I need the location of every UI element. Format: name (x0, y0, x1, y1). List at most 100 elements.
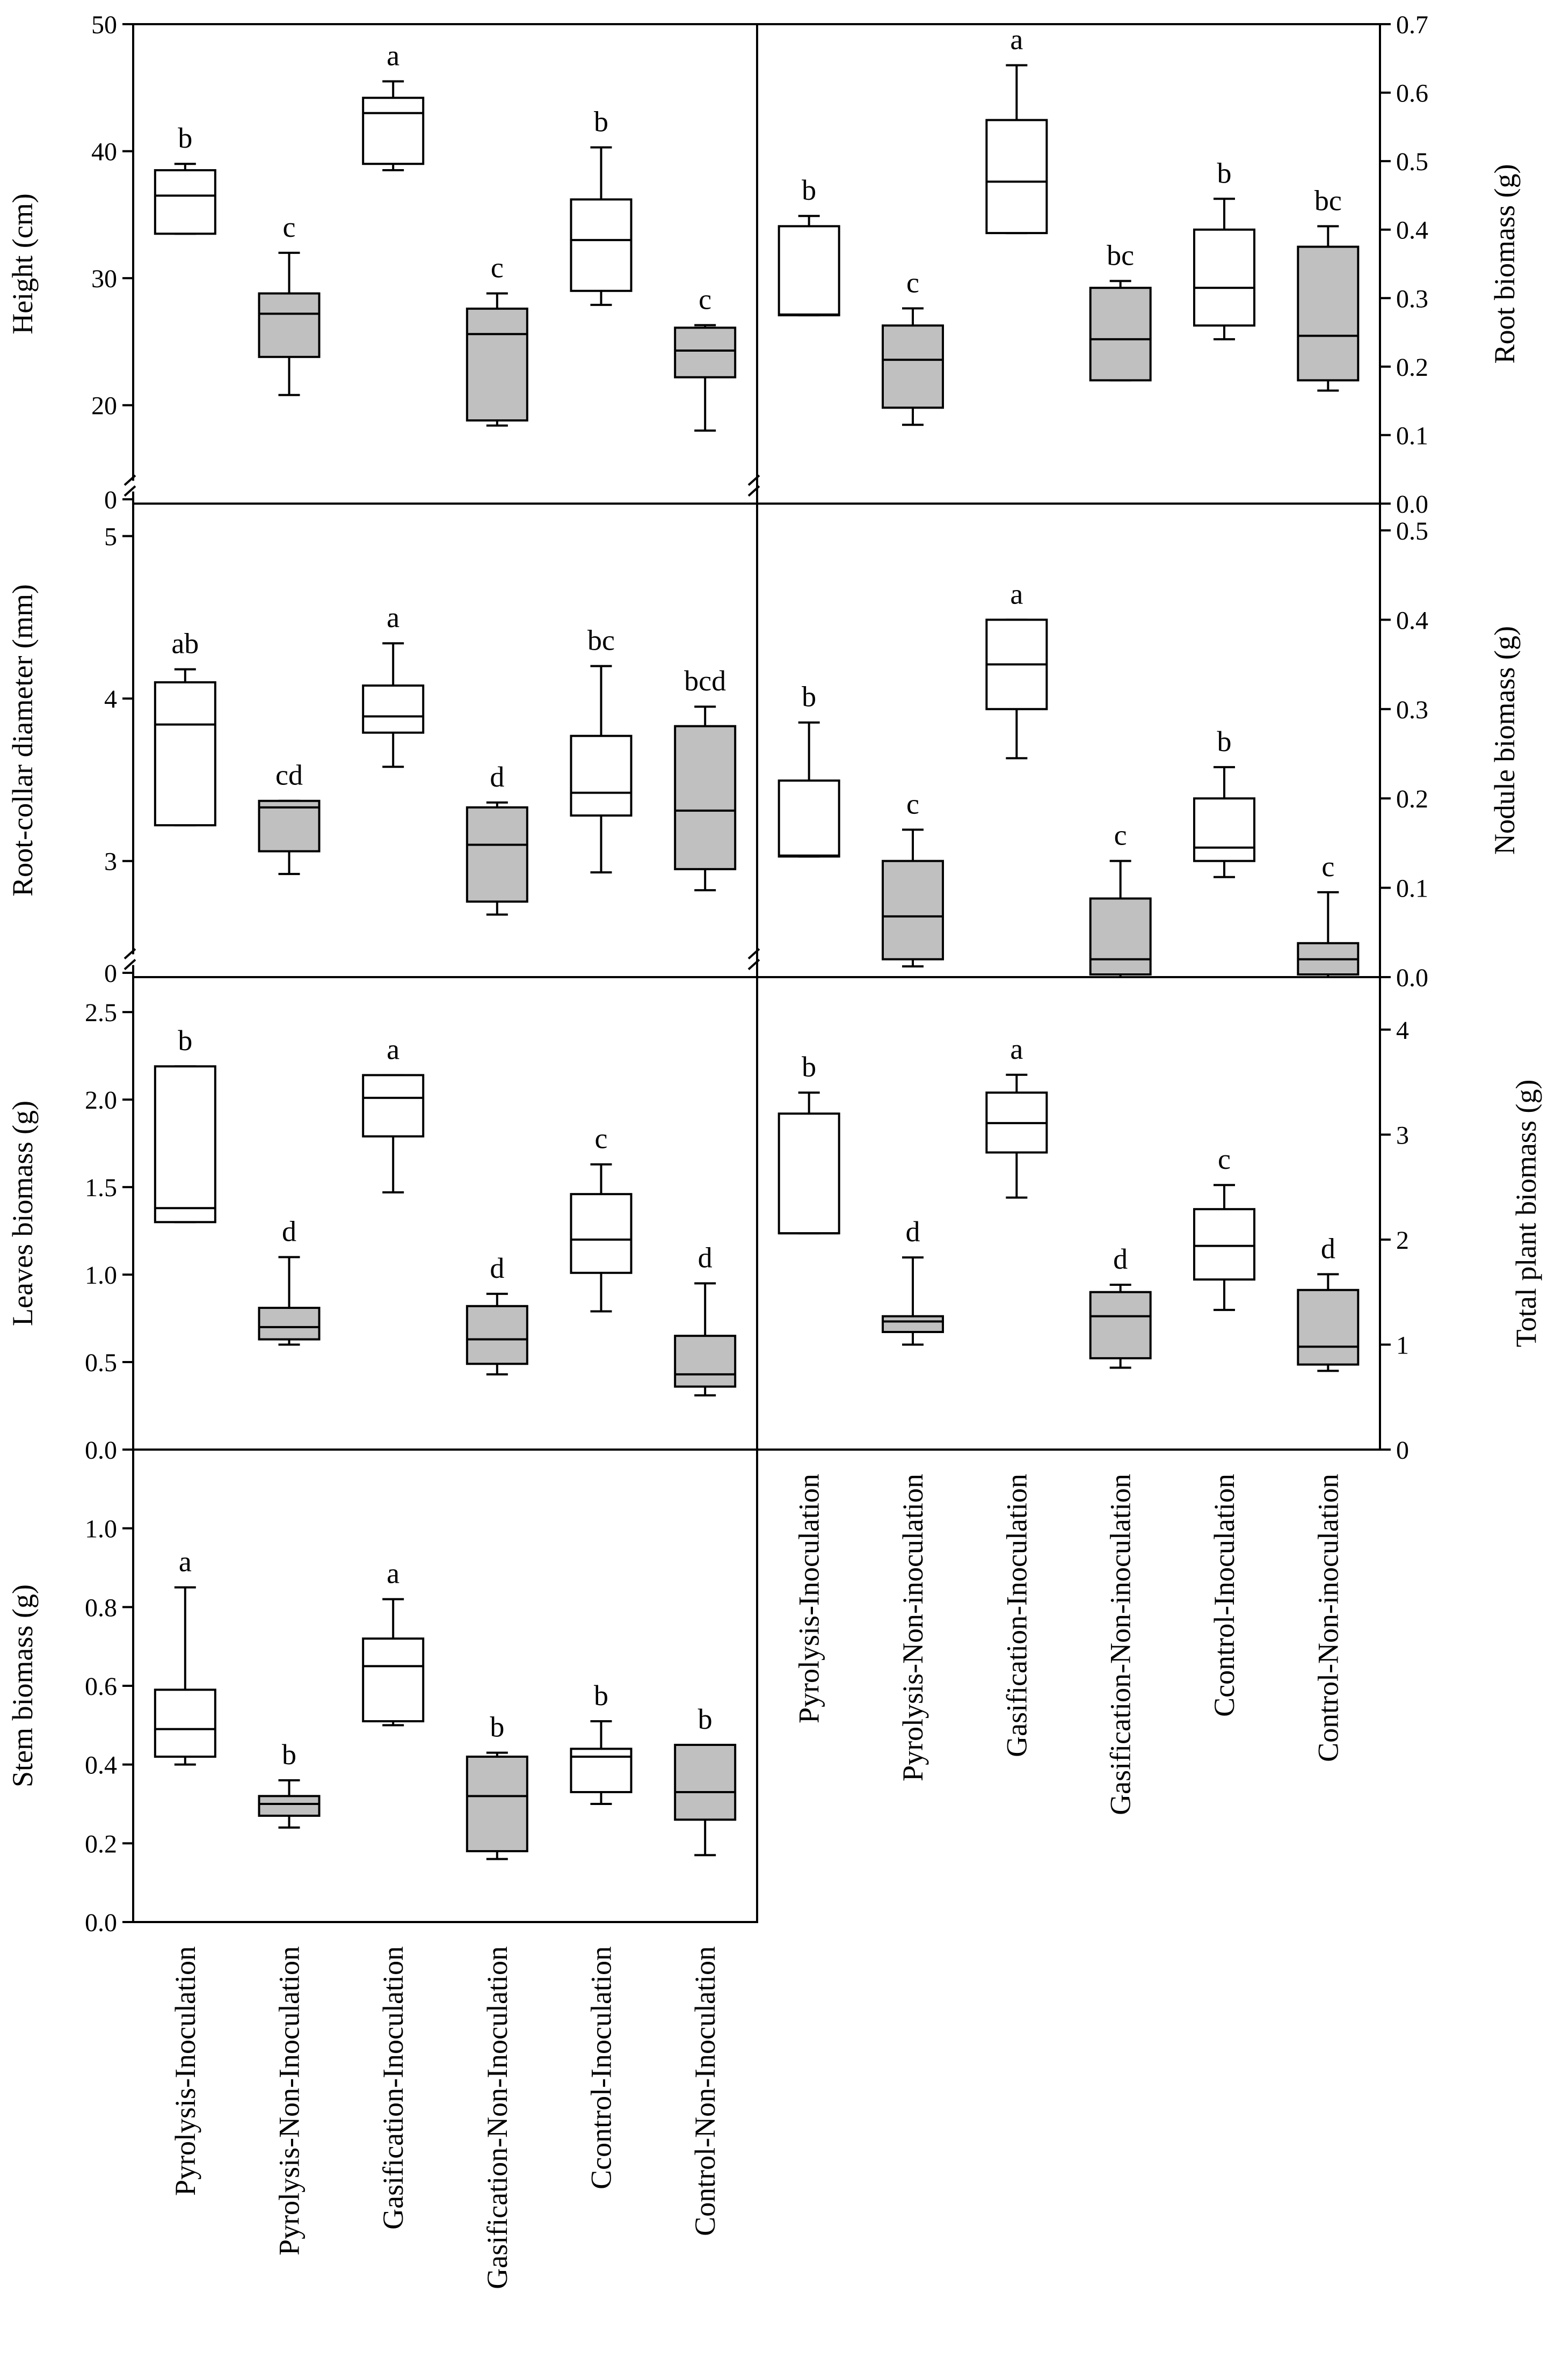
root-biomass-box-6: bc (1297, 184, 1360, 392)
significance-letter: c (491, 252, 504, 284)
iqr-box (362, 1074, 425, 1138)
category-label: Ccontrol-Inoculation (1208, 1474, 1240, 1717)
significance-letter: cd (275, 759, 303, 791)
iqr-box (778, 225, 840, 317)
leaves-biomass-tick-label: 1.0 (85, 1261, 117, 1290)
iqr-box (882, 1315, 944, 1333)
root-biomass-box-3: a (985, 24, 1048, 235)
root-collar-diameter-tick-label: 5 (104, 523, 117, 551)
iqr-box (882, 860, 944, 960)
iqr-box (674, 1744, 737, 1821)
significance-letter: b (802, 174, 816, 206)
total-plant-biomass-tick-label: 4 (1396, 1016, 1409, 1045)
height-tick-label: 20 (91, 392, 117, 420)
iqr-box (674, 725, 737, 870)
leaves-biomass-tick-label: 0.5 (85, 1349, 117, 1377)
significance-letter: d (490, 1252, 504, 1284)
category-label: Ccontrol-Inoculation (585, 1946, 617, 2189)
root-collar-diameter-box-2: cd (258, 759, 321, 875)
height-box-3: a (362, 39, 425, 172)
nodule-biomass-tick-label: 0.4 (1396, 606, 1428, 635)
stem-biomass-tick-label: 0.0 (85, 1909, 117, 1937)
root-collar-diameter-break-mark (123, 948, 136, 959)
nodule-biomass-tick-label: 0.2 (1396, 785, 1428, 813)
nodule-biomass-tick-label: 0.3 (1396, 696, 1428, 724)
leaves-biomass-axis-title: Leaves biomass (g) (6, 1101, 39, 1326)
total-plant-biomass-tick-label: 3 (1396, 1121, 1409, 1149)
height-box-5: b (570, 105, 633, 306)
root-biomass-panel: 0.0 0.1 0.2 0.3 0.4 0.5 0.6 0.7 Root biomass (g)… (756, 11, 1521, 519)
height-break-mark (123, 485, 136, 497)
iqr-box (882, 324, 944, 409)
root-collar-diameter-box-3: a (362, 601, 425, 768)
stem-biomass-axis-title: Stem biomass (g) (6, 1584, 39, 1787)
significance-letter: b (594, 1679, 608, 1712)
height-tick-label: 0 (104, 486, 117, 514)
category-label: Gasification-Inoculation (377, 1946, 409, 2230)
significance-letter: bc (1107, 239, 1134, 271)
significance-letter: b (698, 1703, 713, 1735)
category-label: Control-Non-Inoculation (689, 1946, 721, 2236)
leaves-biomass-box-5: c (570, 1123, 633, 1313)
height-box-1: b (154, 122, 216, 235)
nodule-biomass-box-4: c (1089, 819, 1152, 978)
iqr-box (1193, 797, 1255, 862)
significance-letter: d (906, 1216, 920, 1248)
significance-letter: c (906, 266, 919, 299)
stem-biomass-box-4: b (466, 1711, 528, 1860)
root-biomass-tick-label: 0.1 (1396, 421, 1428, 450)
iqr-box (778, 1112, 840, 1235)
significance-letter: c (1321, 850, 1334, 883)
significance-letter: b (1217, 725, 1232, 758)
root-biomass-tick-label: 0.7 (1396, 11, 1428, 39)
height-frame (132, 23, 758, 505)
total-plant-biomass-box-5: c (1193, 1143, 1255, 1311)
significance-letter: c (283, 211, 296, 243)
category-label: Pyrolysis-Inoculation (793, 1474, 825, 1723)
root-collar-diameter-box-4: d (466, 761, 528, 916)
iqr-box (570, 734, 633, 817)
significance-letter: d (282, 1215, 296, 1247)
iqr-box (1297, 1289, 1360, 1366)
iqr-box (778, 779, 840, 858)
root-collar-diameter-frame (132, 503, 758, 978)
significance-letter: a (179, 1546, 192, 1578)
significance-letter: b (178, 122, 192, 154)
leaves-biomass-frame (132, 976, 758, 1451)
height-tick-label: 30 (91, 265, 117, 293)
root-biomass-tick-label: 0.5 (1396, 148, 1428, 176)
total-plant-biomass-box-6: d (1297, 1232, 1360, 1372)
iqr-box (466, 307, 528, 422)
root-biomass-tick-label: 0.3 (1396, 285, 1428, 313)
iqr-box (466, 806, 528, 903)
total-plant-biomass-box-4: d (1089, 1243, 1152, 1369)
iqr-box (466, 1305, 528, 1365)
root-collar-diameter-axis-title: Root-collar diameter (mm) (6, 584, 39, 897)
root-collar-diameter-panel: 0 3 4 5 Root-collar diameter (mm) ab cd a d bc bcd (6, 503, 765, 988)
stem-biomass-box-1: a (154, 1546, 216, 1766)
significance-letter: c (1114, 819, 1127, 851)
height-break-gap (126, 481, 141, 492)
root-collar-diameter-box-1: ab (154, 628, 216, 827)
significance-letter: c (595, 1123, 608, 1155)
total-plant-biomass-panel: 0 1 2 3 4 Total plant biomass (g) b d a d c d Pyroly… (756, 976, 1542, 1815)
root-collar-diameter-break-mark (123, 959, 136, 970)
category-label: Pyrolysis-Inoculation (169, 1946, 201, 2196)
root-biomass-tick-label: 0.2 (1396, 353, 1428, 382)
significance-letter: c (699, 283, 711, 316)
root-collar-diameter-break-gap (126, 954, 141, 965)
stem-biomass-panel: 0.0 0.2 0.4 0.6 0.8 1.0 Stem biomass (g) a b a b b b… (6, 1449, 758, 2289)
significance-letter: a (387, 39, 399, 71)
significance-letter: b (490, 1711, 504, 1743)
iqr-box (985, 119, 1048, 235)
leaves-biomass-tick-label: 0.0 (85, 1436, 117, 1465)
significance-letter: a (387, 1033, 399, 1066)
iqr-box (258, 1307, 321, 1341)
height-box-4: c (466, 252, 528, 427)
iqr-box (154, 1688, 216, 1758)
iqr-box (154, 1065, 216, 1224)
nodule-biomass-box-3: a (985, 578, 1048, 760)
height-tick-label: 50 (91, 11, 117, 39)
stem-biomass-frame (132, 1449, 758, 1923)
stem-biomass-box-6: b (674, 1703, 737, 1857)
